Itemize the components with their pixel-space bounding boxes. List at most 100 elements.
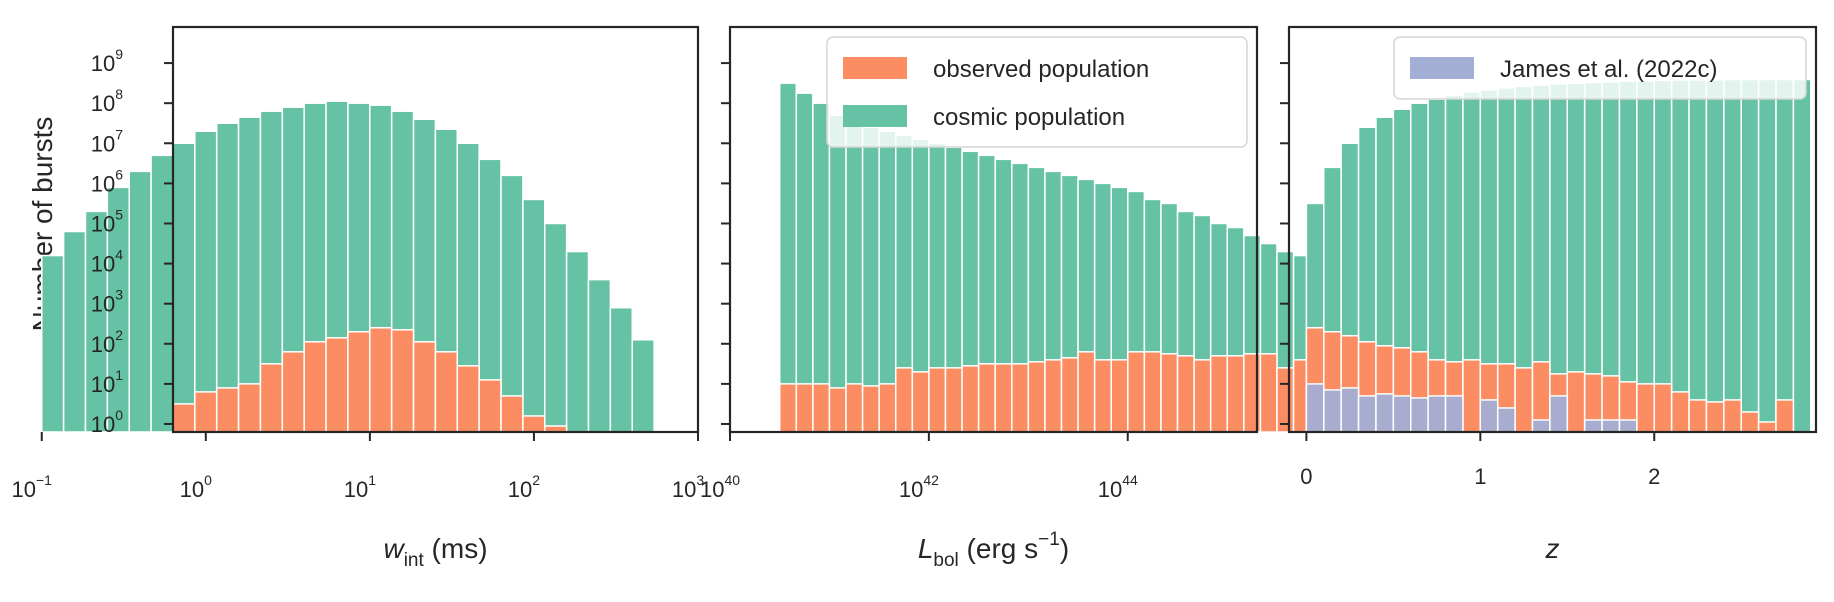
bar-observed xyxy=(457,366,479,432)
x-axis-label-unit: (erg s xyxy=(959,533,1038,564)
bar-cosmic xyxy=(1689,80,1706,432)
legend-label-cosmic: cosmic population xyxy=(933,104,1125,131)
y-tick-label-base: 10 xyxy=(91,292,115,317)
x-tick-label-base: 10 xyxy=(508,477,532,502)
bar-cosmic xyxy=(42,256,64,432)
bar-observed xyxy=(1045,360,1062,432)
x-tick-label: 102 xyxy=(508,472,540,502)
y-tick-label-exp: 1 xyxy=(115,367,123,383)
legend-swatch-observed xyxy=(843,57,907,79)
bar-observed xyxy=(929,368,946,432)
bar-james xyxy=(1585,420,1602,432)
bar-observed xyxy=(945,368,962,432)
x-tick-label-base: 10 xyxy=(344,477,368,502)
bar-observed xyxy=(1211,356,1228,432)
bar-observed xyxy=(796,384,813,432)
bar-james xyxy=(1306,384,1323,432)
bar-observed xyxy=(896,368,913,432)
bar-cosmic xyxy=(64,232,86,432)
bar-cosmic xyxy=(1776,80,1793,432)
y-tick-label-exp: 0 xyxy=(115,407,123,423)
x-axis-label-symbol: L xyxy=(918,533,934,564)
bar-observed xyxy=(995,364,1012,432)
legend-label-observed: observed population xyxy=(933,56,1149,83)
bar-observed xyxy=(1095,360,1112,432)
bar-observed xyxy=(1689,400,1706,432)
bar-observed xyxy=(523,416,545,432)
bar-observed xyxy=(260,364,282,432)
bar-observed xyxy=(912,372,929,432)
y-tick-label-base: 10 xyxy=(91,131,115,156)
y-tick-label-exp: 8 xyxy=(115,86,123,102)
bar-observed xyxy=(304,342,326,432)
x-tick-label: 101 xyxy=(344,472,376,502)
bar-cosmic xyxy=(85,211,107,432)
bar-observed xyxy=(1741,412,1758,432)
bar-observed xyxy=(979,364,996,432)
x-axis-label-unit-close: ) xyxy=(1060,533,1069,564)
x-axis-label: z xyxy=(1545,533,1560,564)
x-tick-label: 1042 xyxy=(899,472,939,502)
y-tick-label-base: 10 xyxy=(91,171,115,196)
bar-cosmic xyxy=(813,103,830,432)
x-tick-label: 1040 xyxy=(700,472,740,502)
y-tick-label: 109 xyxy=(91,46,123,76)
bar-james xyxy=(1619,420,1636,432)
bar-observed xyxy=(829,388,846,432)
bar-observed xyxy=(1178,356,1195,432)
x-tick-label-exp: −1 xyxy=(36,472,52,488)
bar-observed xyxy=(1078,352,1095,432)
bar-james xyxy=(1428,396,1445,432)
x-axis-label: wint (ms) xyxy=(383,533,487,571)
bar-observed xyxy=(1144,352,1161,432)
y-tick-label: 108 xyxy=(91,86,123,116)
bar-observed xyxy=(1724,400,1741,432)
x-tick-label-exp: 40 xyxy=(724,472,740,488)
y-tick-label-exp: 7 xyxy=(115,126,123,142)
bar-observed xyxy=(813,384,830,432)
y-tick-label-base: 10 xyxy=(91,252,115,277)
legend: James et al. (2022c) xyxy=(1394,37,1806,99)
bar-james xyxy=(1602,420,1619,432)
y-tick-label-base: 10 xyxy=(91,332,115,357)
legend-swatch-cosmic xyxy=(843,105,907,127)
y-tick-label-base: 10 xyxy=(91,51,115,76)
bar-cosmic xyxy=(523,199,545,432)
bar-cosmic xyxy=(151,155,173,432)
bar-observed xyxy=(501,396,523,432)
bar-observed xyxy=(1759,422,1776,432)
y-tick-label-exp: 2 xyxy=(115,327,123,343)
bar-cosmic xyxy=(129,171,151,432)
bar-cosmic xyxy=(1706,80,1723,432)
x-tick-label-base: 10 xyxy=(1098,477,1122,502)
bar-observed xyxy=(239,384,261,432)
bar-observed xyxy=(1194,360,1211,432)
x-axis-label-unit-exp: −1 xyxy=(1038,529,1060,550)
bar-observed xyxy=(435,352,457,432)
bar-cosmic xyxy=(1654,80,1671,432)
bar-cosmic xyxy=(829,115,846,432)
x-tick-label-exp: 1 xyxy=(368,472,376,488)
bar-cosmic xyxy=(501,175,523,432)
x-axis-label-symbol: z xyxy=(1545,533,1560,564)
bar-observed xyxy=(326,338,348,432)
x-tick-label: 1044 xyxy=(1098,472,1138,502)
bar-cosmic xyxy=(1637,81,1654,432)
bar-cosmic xyxy=(1759,80,1776,432)
bar-james xyxy=(1446,396,1463,432)
y-tick-label-base: 10 xyxy=(91,211,115,236)
panel-redshift: 0 1 2 z James et al. (2022c) xyxy=(1280,27,1816,564)
x-tick-label: 0 xyxy=(1300,464,1312,489)
bar-observed xyxy=(1028,362,1045,432)
x-axis-label-symbol: w xyxy=(383,533,405,564)
bar-cosmic xyxy=(1672,80,1689,432)
bar-observed xyxy=(479,380,501,432)
bar-observed xyxy=(173,404,195,432)
x-tick-label-exp: 42 xyxy=(923,472,939,488)
bar-observed xyxy=(1637,384,1654,432)
bar-cosmic xyxy=(195,131,217,432)
bar-observed xyxy=(1012,364,1029,432)
y-tick-label-base: 10 xyxy=(91,91,115,116)
